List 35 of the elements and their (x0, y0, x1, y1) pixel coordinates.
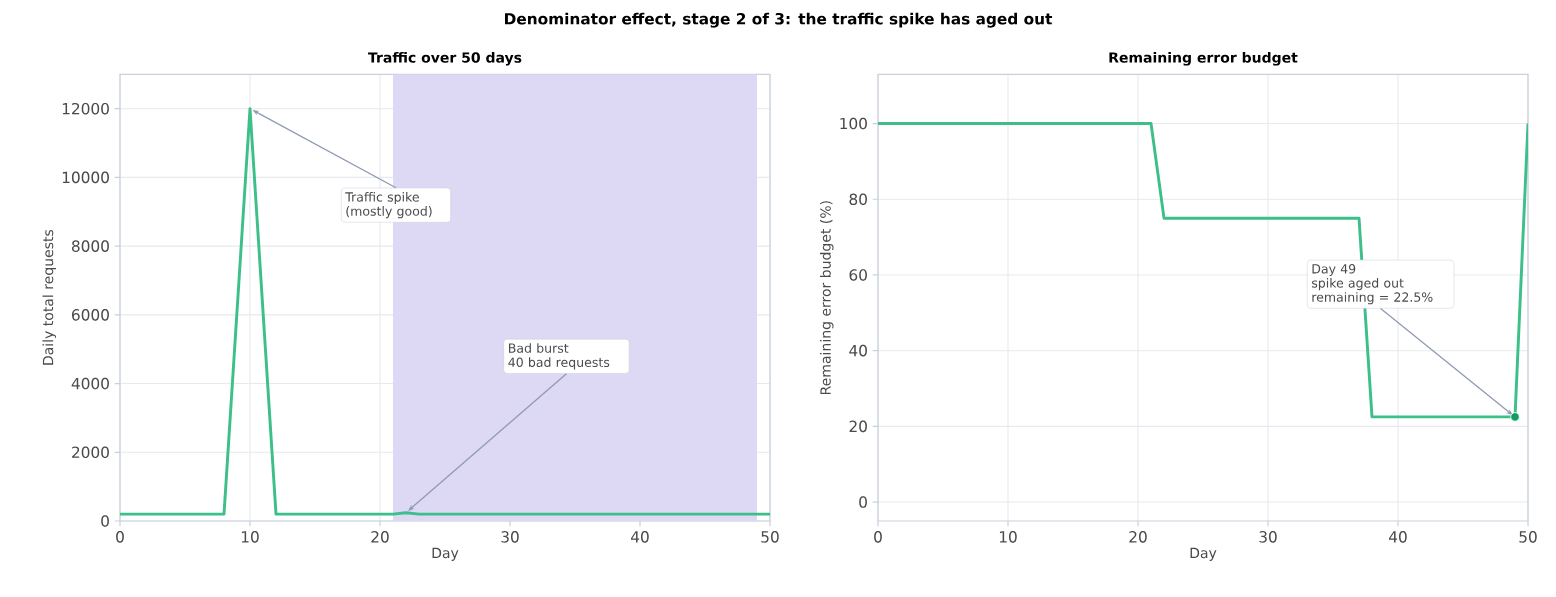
x-tick-label: 30 (501, 531, 519, 543)
x-tick-label: 20 (1129, 531, 1147, 543)
y-tick-label: 80 (849, 193, 867, 206)
chart-title: Traffic over 50 days (368, 51, 522, 66)
y-tick-label: 12000 (62, 102, 109, 115)
y-tick-label: 40 (849, 344, 867, 357)
annotation: Traffic spike (mostly good) (345, 191, 432, 219)
x-tick-label: 40 (1389, 531, 1407, 543)
y-tick-label: 0 (101, 515, 109, 527)
y-tick-label: 2000 (72, 446, 109, 459)
x-tick-label: 40 (631, 531, 649, 543)
x-tick-label: 50 (761, 531, 779, 543)
x-tick-label: 50 (1519, 531, 1537, 543)
x-tick-label: 30 (1259, 531, 1277, 543)
annotation: Day 49 spike aged out remaining = 22.5% (1311, 264, 1433, 305)
y-tick-label: 6000 (72, 309, 109, 321)
x-tick-label: 0 (874, 531, 882, 543)
x-axis-title: Day (1190, 547, 1217, 561)
text: Denominator effect, stage 2 of 3: the traffic spike has aged out (505, 12, 1053, 28)
chart-title: Remaining error budget (1109, 51, 1298, 66)
y-axis-title: Remaining error budget (%) (820, 201, 834, 395)
x-tick-label: 0 (116, 531, 124, 543)
y-tick-label: 8000 (71, 240, 109, 252)
y-tick-label: 20 (849, 420, 867, 433)
y-tick-label: 0 (859, 496, 867, 508)
x-tick-label: 10 (999, 531, 1017, 543)
y-tick-label: 100 (840, 117, 867, 130)
y-tick-label: 60 (849, 269, 867, 281)
y-axis-title: Daily total requests (42, 229, 57, 365)
x-axis-title: Day (432, 547, 459, 561)
y-tick-label: 10000 (62, 171, 109, 184)
y-tick-label: 4000 (71, 377, 109, 390)
annotation: Bad burst 40 bad requests (508, 343, 610, 370)
x-tick-label: 20 (371, 531, 389, 543)
x-tick-label: 10 (241, 531, 259, 543)
